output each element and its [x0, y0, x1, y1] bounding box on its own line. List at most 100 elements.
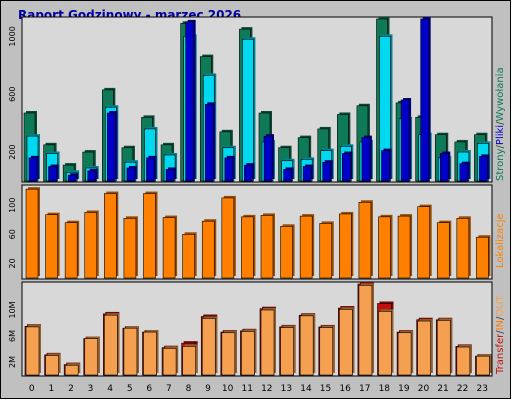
y-tick-label-middle: 100 — [8, 198, 17, 213]
bar-visits-12 — [260, 213, 275, 279]
bar-visits-19 — [397, 214, 413, 279]
x-tick-label: 23 — [476, 384, 487, 394]
y-tick-label-top: 200 — [8, 144, 17, 159]
x-tick-label: 22 — [457, 384, 468, 394]
bar-visits-14 — [299, 214, 315, 279]
bar-transfer-out-20 — [417, 319, 433, 376]
x-tick-label: 18 — [379, 384, 391, 394]
bar-pages-13 — [283, 167, 294, 182]
x-tick-label: 1 — [49, 384, 55, 394]
bar-pages-11 — [244, 163, 255, 182]
bar-pages-16 — [342, 151, 353, 182]
bar-visits-0 — [25, 187, 40, 279]
plot-area-middle — [21, 184, 493, 280]
bar-visits-17 — [358, 200, 373, 279]
bar-visits-2 — [64, 220, 80, 279]
bar-visits-5 — [123, 216, 138, 279]
bar-pages-10 — [224, 155, 235, 182]
x-tick-label: 3 — [88, 384, 94, 394]
bar-pages-6 — [146, 155, 157, 182]
bar-pages-1 — [48, 164, 59, 182]
bar-visits-13 — [280, 224, 295, 279]
y-tick-label-bottom: 2M — [8, 356, 17, 368]
bar-transfer-out-23 — [476, 354, 492, 376]
x-tick-label: 7 — [166, 384, 172, 394]
legend-top: Strony/Pliki/Wywołania — [495, 67, 506, 181]
bar-transfer-out-4 — [104, 313, 120, 376]
bar-transfer-out-5 — [123, 326, 139, 376]
x-tick-label: 21 — [437, 384, 448, 394]
bar-visits-22 — [456, 216, 471, 279]
bar-transfer-out-21 — [436, 318, 453, 376]
x-tick-label: 0 — [29, 384, 35, 394]
bar-pages-17 — [361, 135, 372, 182]
bar-transfer-out-0 — [25, 324, 41, 376]
bar-visits-10 — [221, 195, 236, 279]
y-tick-label-bottom: 10M — [8, 301, 17, 318]
y-tick-label-top: 1000 — [8, 26, 17, 46]
legend-middle: Lokalizacje — [495, 213, 506, 268]
bar-pages-22 — [459, 161, 470, 182]
bar-transfer-out-2 — [64, 363, 81, 376]
bar-pages-4 — [107, 111, 118, 182]
bar-pages-5 — [126, 165, 137, 182]
x-tick-label: 8 — [186, 384, 192, 394]
bar-visits-21 — [436, 220, 452, 279]
bar-transfer-out-1 — [45, 353, 61, 376]
bar-visits-23 — [476, 235, 491, 279]
bar-transfer-out-6 — [143, 330, 159, 376]
plot-area-top — [21, 16, 493, 183]
x-tick-label: 20 — [418, 384, 430, 394]
x-tick-label: 16 — [339, 384, 351, 394]
x-tick-label: 17 — [359, 384, 370, 394]
bar-visits-8 — [182, 232, 197, 279]
bar-pages-19 — [400, 98, 412, 182]
bar-files-11 — [242, 37, 256, 182]
x-tick-label: 9 — [205, 384, 211, 394]
x-tick-label: 11 — [241, 384, 252, 394]
bar-transfer-out-8 — [182, 344, 198, 376]
bar-transfer-out-17 — [358, 283, 374, 376]
y-tick-label-middle: 60 — [8, 229, 17, 239]
y-tick-label-bottom: 6M — [8, 330, 17, 342]
bar-transfer-out-13 — [280, 325, 296, 376]
panel-top: 200 600 1000 — [8, 16, 493, 183]
bar-pages-8 — [185, 19, 196, 182]
bar-pages-23 — [479, 154, 490, 182]
x-tick-label: 13 — [281, 384, 292, 394]
bar-visits-6 — [143, 191, 158, 279]
bar-pages-3 — [87, 168, 98, 182]
x-tick-label: 10 — [222, 384, 234, 394]
bar-pages-14 — [302, 164, 314, 182]
bar-transfer-out-22 — [456, 345, 472, 376]
bar-visits-9 — [201, 219, 217, 279]
bar-pages-12 — [263, 134, 274, 182]
panel-middle: 20 60 100 — [8, 184, 493, 280]
bar-visits-18 — [378, 214, 393, 279]
bar-visits-1 — [45, 212, 60, 279]
bar-pages-0 — [28, 155, 39, 182]
x-tick-label: 19 — [398, 384, 410, 394]
bar-transfer-out-14 — [299, 313, 316, 376]
bar-transfer-out-7 — [162, 346, 179, 376]
x-tick-label: 12 — [261, 384, 272, 394]
bar-pages-21 — [439, 151, 451, 182]
bar-pages-20 — [420, 17, 431, 182]
legend-bottom: Transfer/IN/OUT — [495, 294, 506, 375]
x-tick-label: 6 — [146, 384, 152, 394]
bar-transfer-out-11 — [241, 329, 257, 376]
chart-legends: Strony/Pliki/Wywołania Lokalizacje Transfe… — [495, 67, 506, 375]
bar-pages-9 — [204, 102, 216, 182]
x-tick-label: 5 — [127, 384, 133, 394]
y-tick-label-top: 600 — [8, 87, 17, 102]
bar-transfer-out-18 — [378, 309, 394, 376]
bar-visits-11 — [241, 214, 256, 279]
bar-visits-4 — [104, 191, 119, 279]
panel-bottom: 2M 6M 10M — [8, 281, 493, 377]
x-tick-label: 2 — [68, 384, 74, 394]
x-tick-label: 4 — [107, 384, 113, 394]
plot-area-bottom — [21, 281, 493, 377]
bar-transfer-out-3 — [84, 336, 100, 376]
